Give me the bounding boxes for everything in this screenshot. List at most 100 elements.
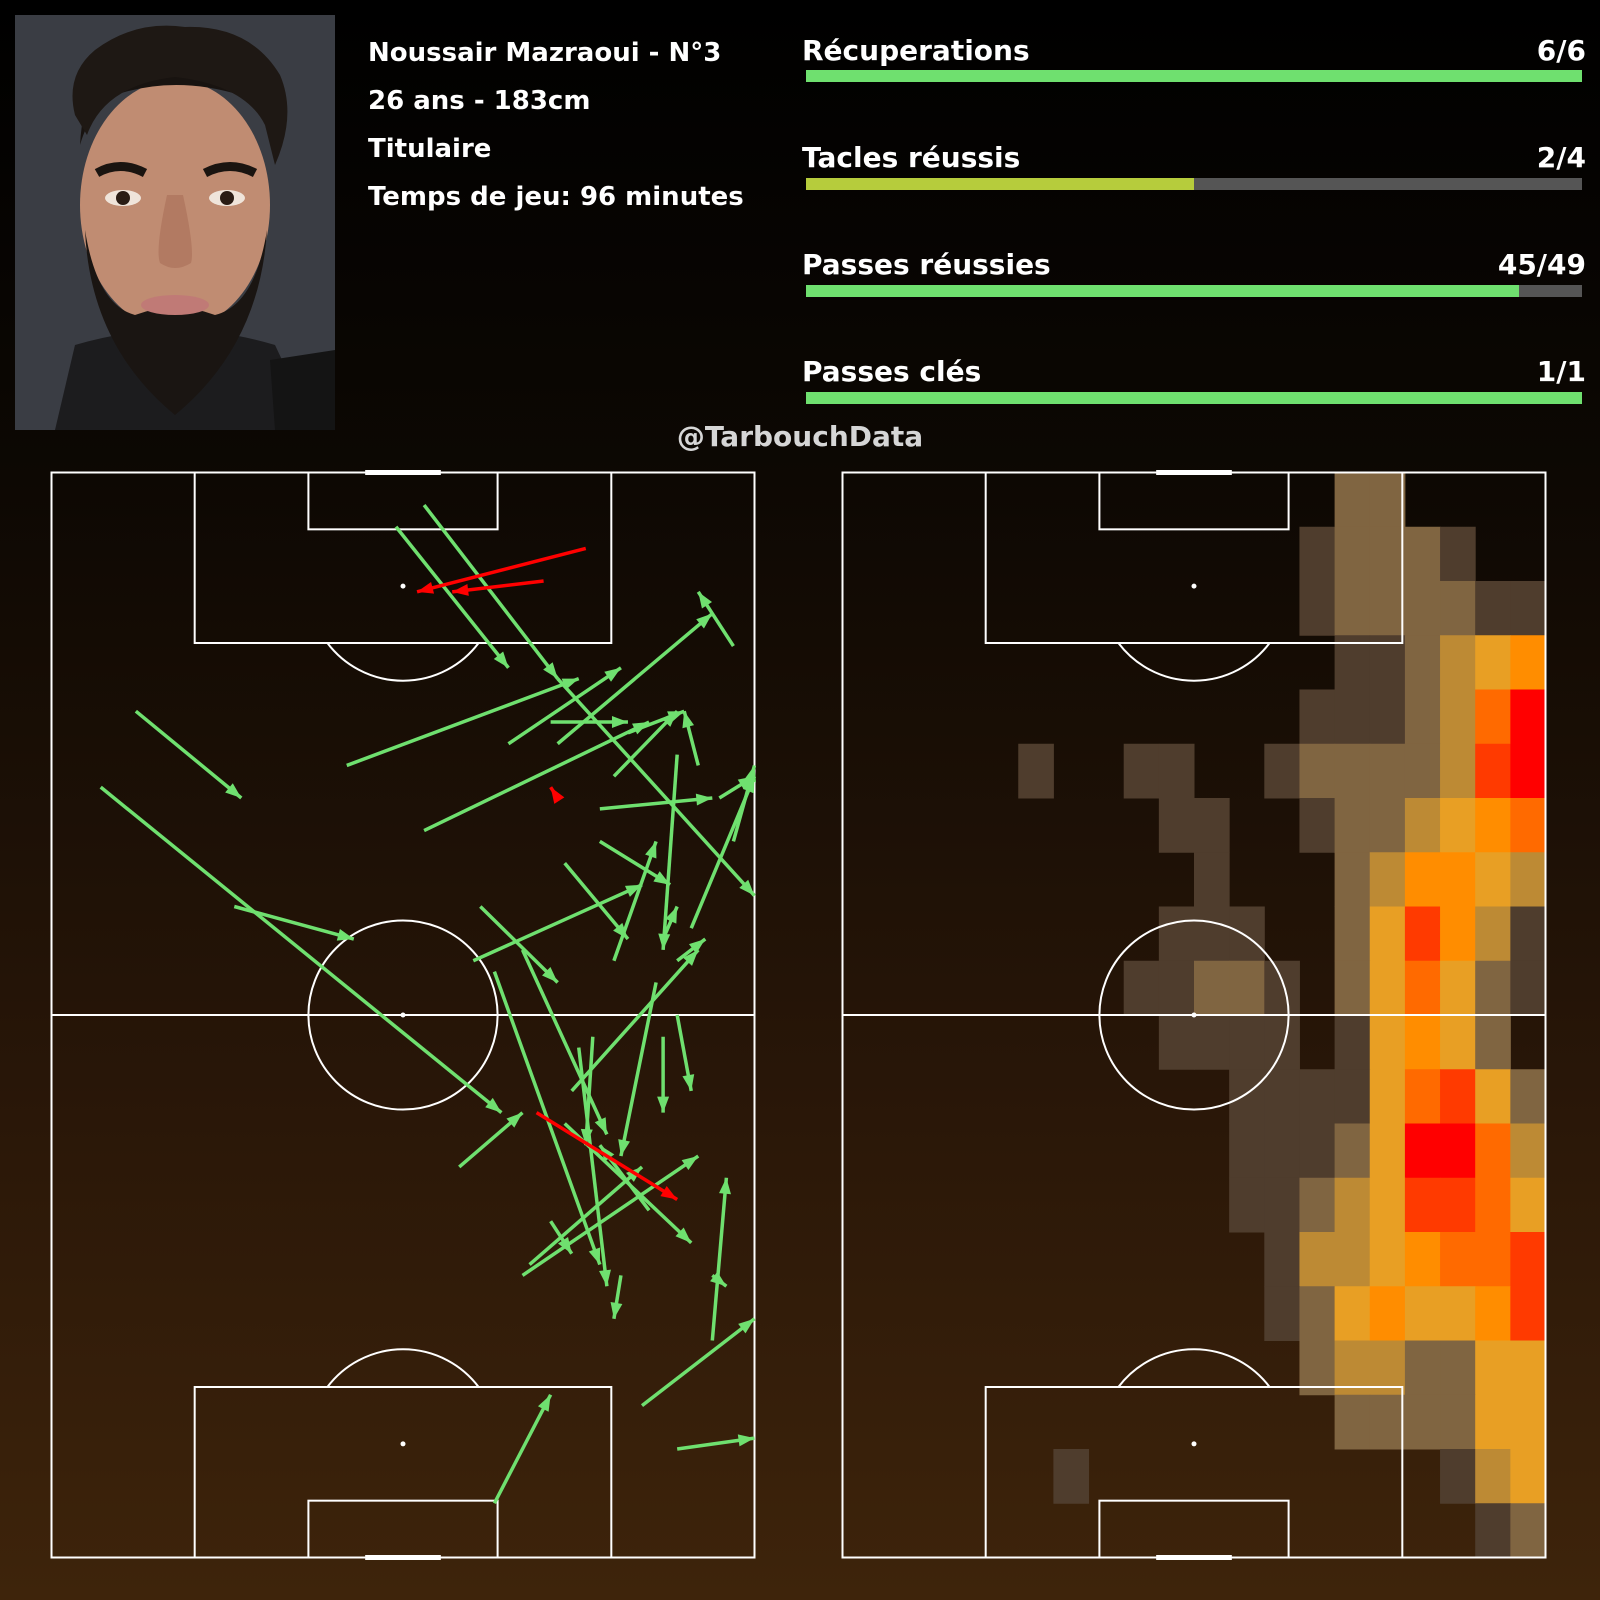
pass-arrowhead [738,1318,755,1334]
heatmap-cell [1334,581,1371,636]
pass-arrowhead [645,841,657,859]
penalty-spot-bottom [400,1441,406,1447]
heatmap-cell [1334,1394,1371,1450]
heatmap-cell [1440,1340,1476,1396]
pass-arrow-success [570,948,700,1093]
heatmap-cell [1369,1015,1406,1070]
heatmap-cell [1299,689,1336,745]
pass-arrowhead [580,1128,593,1146]
heatmap-cell [1229,1015,1265,1070]
pass-arrowhead [742,776,755,794]
pass-arrowhead [225,783,242,798]
heatmap-cell [1440,1177,1476,1233]
heatmap-cell [1264,1232,1300,1287]
pass-arrowhead [682,711,695,729]
pass-arrow-success [619,982,658,1157]
pass-arrowhead [610,1302,623,1319]
pass-arrow-success [689,775,756,929]
pass-arrowhead [588,1247,601,1265]
heatmap-cell [1404,635,1441,690]
heatmap-cell [1440,1449,1476,1504]
pass-arrowhead [336,929,354,941]
stat-bar-tacles [806,178,1582,190]
pass-arrowhead [550,787,565,804]
heatmap-cell [1475,1123,1511,1179]
pass-arrow-success [710,1177,729,1341]
heatmap-cell [1475,1069,1511,1124]
heatmap-cell [1404,798,1441,853]
heatmap-cell [1475,852,1511,907]
heatmap-cell [1404,1123,1441,1179]
heatmap-cell [1369,743,1406,799]
heatmap-cell [1440,1394,1476,1450]
pitch-lines [841,470,1547,1560]
heatmap-cell [1299,743,1336,799]
pass-arrow-success [394,525,510,669]
heatmap-cell [1404,1394,1441,1450]
pass-arrow-success [640,1317,756,1407]
heatmap-cell [1334,960,1371,1016]
heatmap-cell [1404,852,1441,907]
penalty-area-bottom [193,1386,613,1559]
pass-arrowhead [660,1185,678,1200]
goal-area-top [1098,471,1290,531]
heatmap-cell [1334,1123,1371,1179]
heatmap-cell [1510,1232,1546,1287]
heatmap-cell [1299,581,1336,636]
pass-arrowhead [661,711,678,727]
heatmap-cell [1404,689,1441,745]
heatmap-cell [1475,1015,1511,1070]
heatmap-cell [1440,689,1476,745]
pass-arrowhead [695,793,713,806]
heatmap-cell [1299,798,1336,853]
heatmap-cell [1404,1015,1441,1070]
pass-arrow-success [233,904,355,941]
heatmap-cell [1194,1015,1230,1070]
pass-arrowhead [594,1117,607,1135]
pass-arrowhead [688,939,706,954]
pass-arrow-success [134,709,243,800]
penalty-spot-top [400,583,406,589]
heatmap-cell [1334,1177,1371,1233]
pass-arrow-fail [416,546,587,594]
pass-arrowhead [493,651,509,668]
heatmap-cell [1510,689,1546,745]
heatmap-cell [1299,1177,1336,1233]
heatmap-cell [1158,906,1195,962]
pass-arrowhead [682,1074,695,1091]
heatmap-cell [1510,1449,1546,1504]
pass-arrow-success [556,677,756,897]
heatmap-cell [1334,906,1371,962]
penalty-arc-top [1117,642,1271,682]
heatmap-cell [1440,1286,1476,1341]
heatmap-cell [1510,581,1546,636]
penalty-arc-top [326,642,480,682]
heatmap-cell [1264,1015,1300,1070]
centre-spot [1191,1012,1197,1018]
pass-arrow-success [479,905,559,984]
heatmap-cell [1194,960,1230,1016]
pass-arrow-success [346,677,580,768]
heatmap-cell [1158,798,1195,853]
heatmap-cell [1123,960,1160,1016]
pass-arrow-success [492,1393,553,1505]
heatmap-cell [1334,1232,1371,1287]
pass-arrowhead [599,1269,611,1287]
pitch-lines [50,470,756,1560]
pass-arrowhead [537,1394,551,1412]
pass-arrowhead [665,906,678,924]
heatmap-cell [1334,635,1371,690]
heatmap-cell [1299,1069,1336,1124]
pass-arrow-success [661,754,679,951]
stat-label-passes: Passes réussies [802,248,1051,281]
heatmap-cell [1369,798,1406,853]
heatmap-cell [1440,743,1476,799]
pass-arrowhead [739,879,755,896]
heatmap-cell [1440,635,1476,690]
heatmap-cell [1510,960,1546,1016]
heatmap-cell [1299,1232,1336,1287]
heatmap-cell [1369,1394,1406,1450]
pass-arrow-success [521,1154,700,1277]
stat-bar-fill-passes [806,285,1519,297]
heatmap-cell [1404,1340,1441,1396]
